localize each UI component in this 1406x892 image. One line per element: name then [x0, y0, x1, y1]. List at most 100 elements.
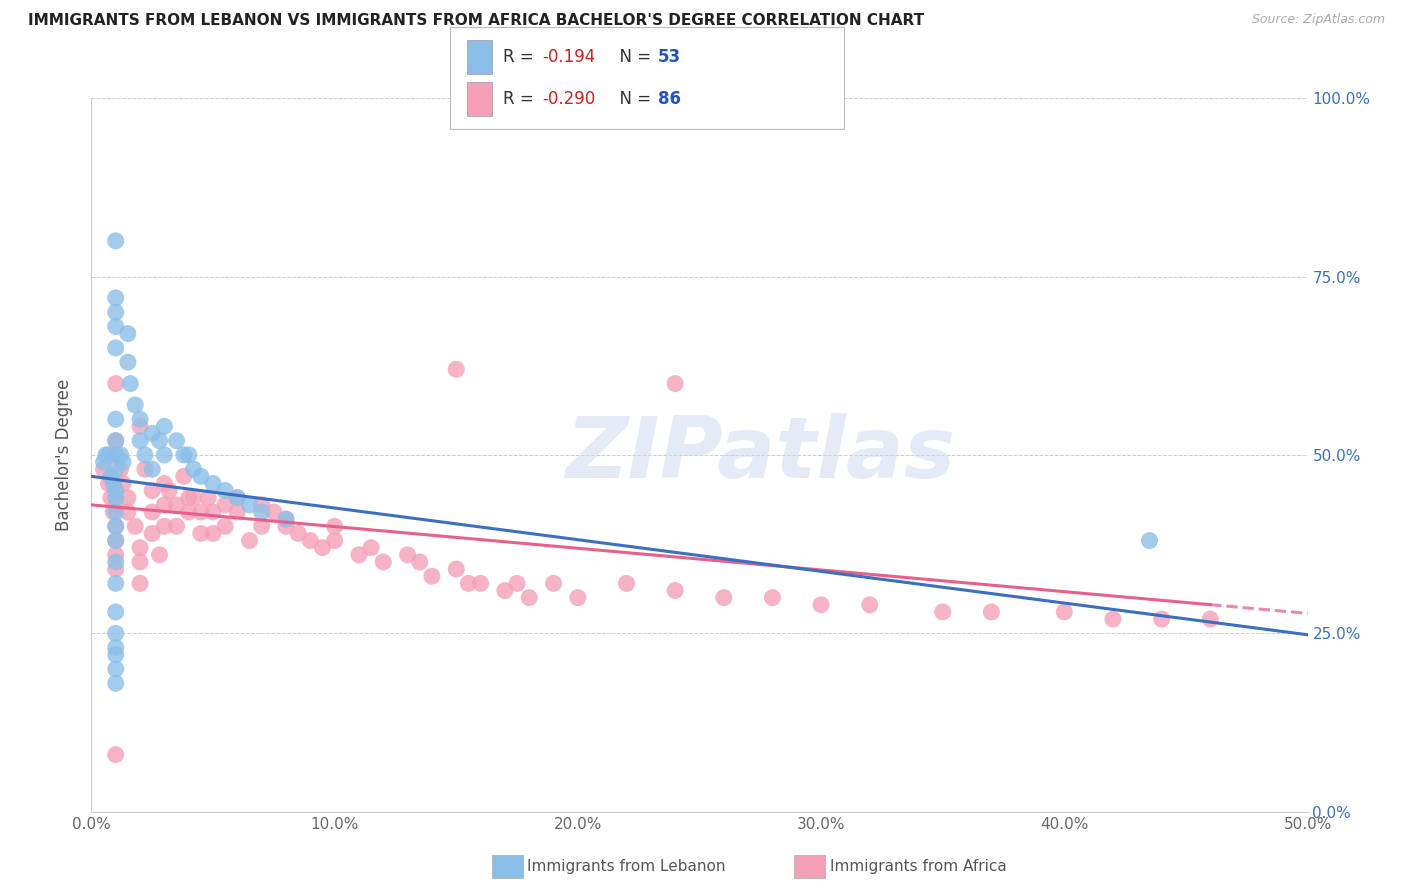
- Point: [97, 476, 120, 491]
- Text: N =: N =: [609, 48, 657, 66]
- Point: [153, 476, 176, 491]
- Point: [120, 376, 142, 391]
- Text: R =: R =: [503, 48, 540, 66]
- Point: [980, 605, 1002, 619]
- Point: [134, 462, 156, 476]
- Point: [226, 505, 249, 519]
- Point: [104, 576, 127, 591]
- Point: [1139, 533, 1161, 548]
- Point: [173, 469, 195, 483]
- Point: [177, 491, 200, 505]
- Point: [274, 512, 297, 526]
- Y-axis label: Bachelor's Degree: Bachelor's Degree: [55, 379, 73, 531]
- Point: [166, 498, 188, 512]
- Point: [444, 562, 467, 576]
- Point: [250, 498, 273, 512]
- Point: [103, 476, 125, 491]
- Point: [104, 548, 127, 562]
- Point: [859, 598, 882, 612]
- Point: [117, 355, 139, 369]
- Point: [183, 462, 205, 476]
- Point: [202, 476, 225, 491]
- Point: [494, 583, 516, 598]
- Point: [129, 419, 152, 434]
- Text: N =: N =: [609, 90, 657, 108]
- Point: [104, 291, 127, 305]
- Point: [111, 476, 134, 491]
- Point: [117, 505, 139, 519]
- Point: [100, 491, 122, 505]
- Point: [104, 648, 127, 662]
- Point: [141, 526, 163, 541]
- Point: [148, 434, 170, 448]
- Point: [104, 448, 127, 462]
- Point: [129, 412, 152, 426]
- Point: [166, 519, 188, 533]
- Point: [238, 498, 260, 512]
- Point: [104, 412, 127, 426]
- Point: [202, 505, 225, 519]
- Point: [153, 448, 176, 462]
- Point: [104, 519, 127, 533]
- Point: [250, 519, 273, 533]
- Point: [104, 505, 127, 519]
- Point: [110, 448, 132, 462]
- Point: [104, 533, 127, 548]
- Point: [177, 505, 200, 519]
- Point: [129, 576, 152, 591]
- Point: [104, 483, 127, 498]
- Point: [93, 455, 115, 469]
- Point: [183, 491, 205, 505]
- Point: [124, 398, 146, 412]
- Point: [104, 341, 127, 355]
- Point: [173, 448, 195, 462]
- Point: [409, 555, 432, 569]
- Point: [457, 576, 479, 591]
- Point: [323, 533, 346, 548]
- Point: [117, 326, 139, 341]
- Point: [104, 662, 127, 676]
- Point: [810, 598, 832, 612]
- Point: [104, 319, 127, 334]
- Point: [141, 505, 163, 519]
- Point: [444, 362, 467, 376]
- Point: [104, 434, 127, 448]
- Point: [153, 519, 176, 533]
- Text: ZIPatlas: ZIPatlas: [565, 413, 956, 497]
- Point: [360, 541, 382, 555]
- Point: [104, 448, 127, 462]
- Point: [153, 498, 176, 512]
- Point: [104, 747, 127, 762]
- Point: [1199, 612, 1222, 626]
- Point: [274, 512, 297, 526]
- Point: [250, 505, 273, 519]
- Point: [396, 548, 419, 562]
- Point: [93, 462, 115, 476]
- Point: [94, 448, 117, 462]
- Point: [104, 626, 127, 640]
- Point: [141, 462, 163, 476]
- Point: [761, 591, 783, 605]
- Point: [111, 455, 134, 469]
- Text: Immigrants from Africa: Immigrants from Africa: [830, 859, 1007, 873]
- Point: [517, 591, 540, 605]
- Point: [129, 555, 152, 569]
- Point: [238, 533, 260, 548]
- Point: [103, 505, 125, 519]
- Point: [713, 591, 735, 605]
- Point: [148, 548, 170, 562]
- Point: [104, 519, 127, 533]
- Point: [104, 376, 127, 391]
- Point: [100, 469, 122, 483]
- Point: [567, 591, 589, 605]
- Point: [134, 448, 156, 462]
- Point: [141, 426, 163, 441]
- Text: 86: 86: [658, 90, 681, 108]
- Text: IMMIGRANTS FROM LEBANON VS IMMIGRANTS FROM AFRICA BACHELOR'S DEGREE CORRELATION : IMMIGRANTS FROM LEBANON VS IMMIGRANTS FR…: [28, 13, 924, 29]
- Text: -0.194: -0.194: [543, 48, 596, 66]
- Point: [470, 576, 492, 591]
- Point: [104, 533, 127, 548]
- Point: [214, 483, 236, 498]
- Point: [104, 562, 127, 576]
- Point: [420, 569, 443, 583]
